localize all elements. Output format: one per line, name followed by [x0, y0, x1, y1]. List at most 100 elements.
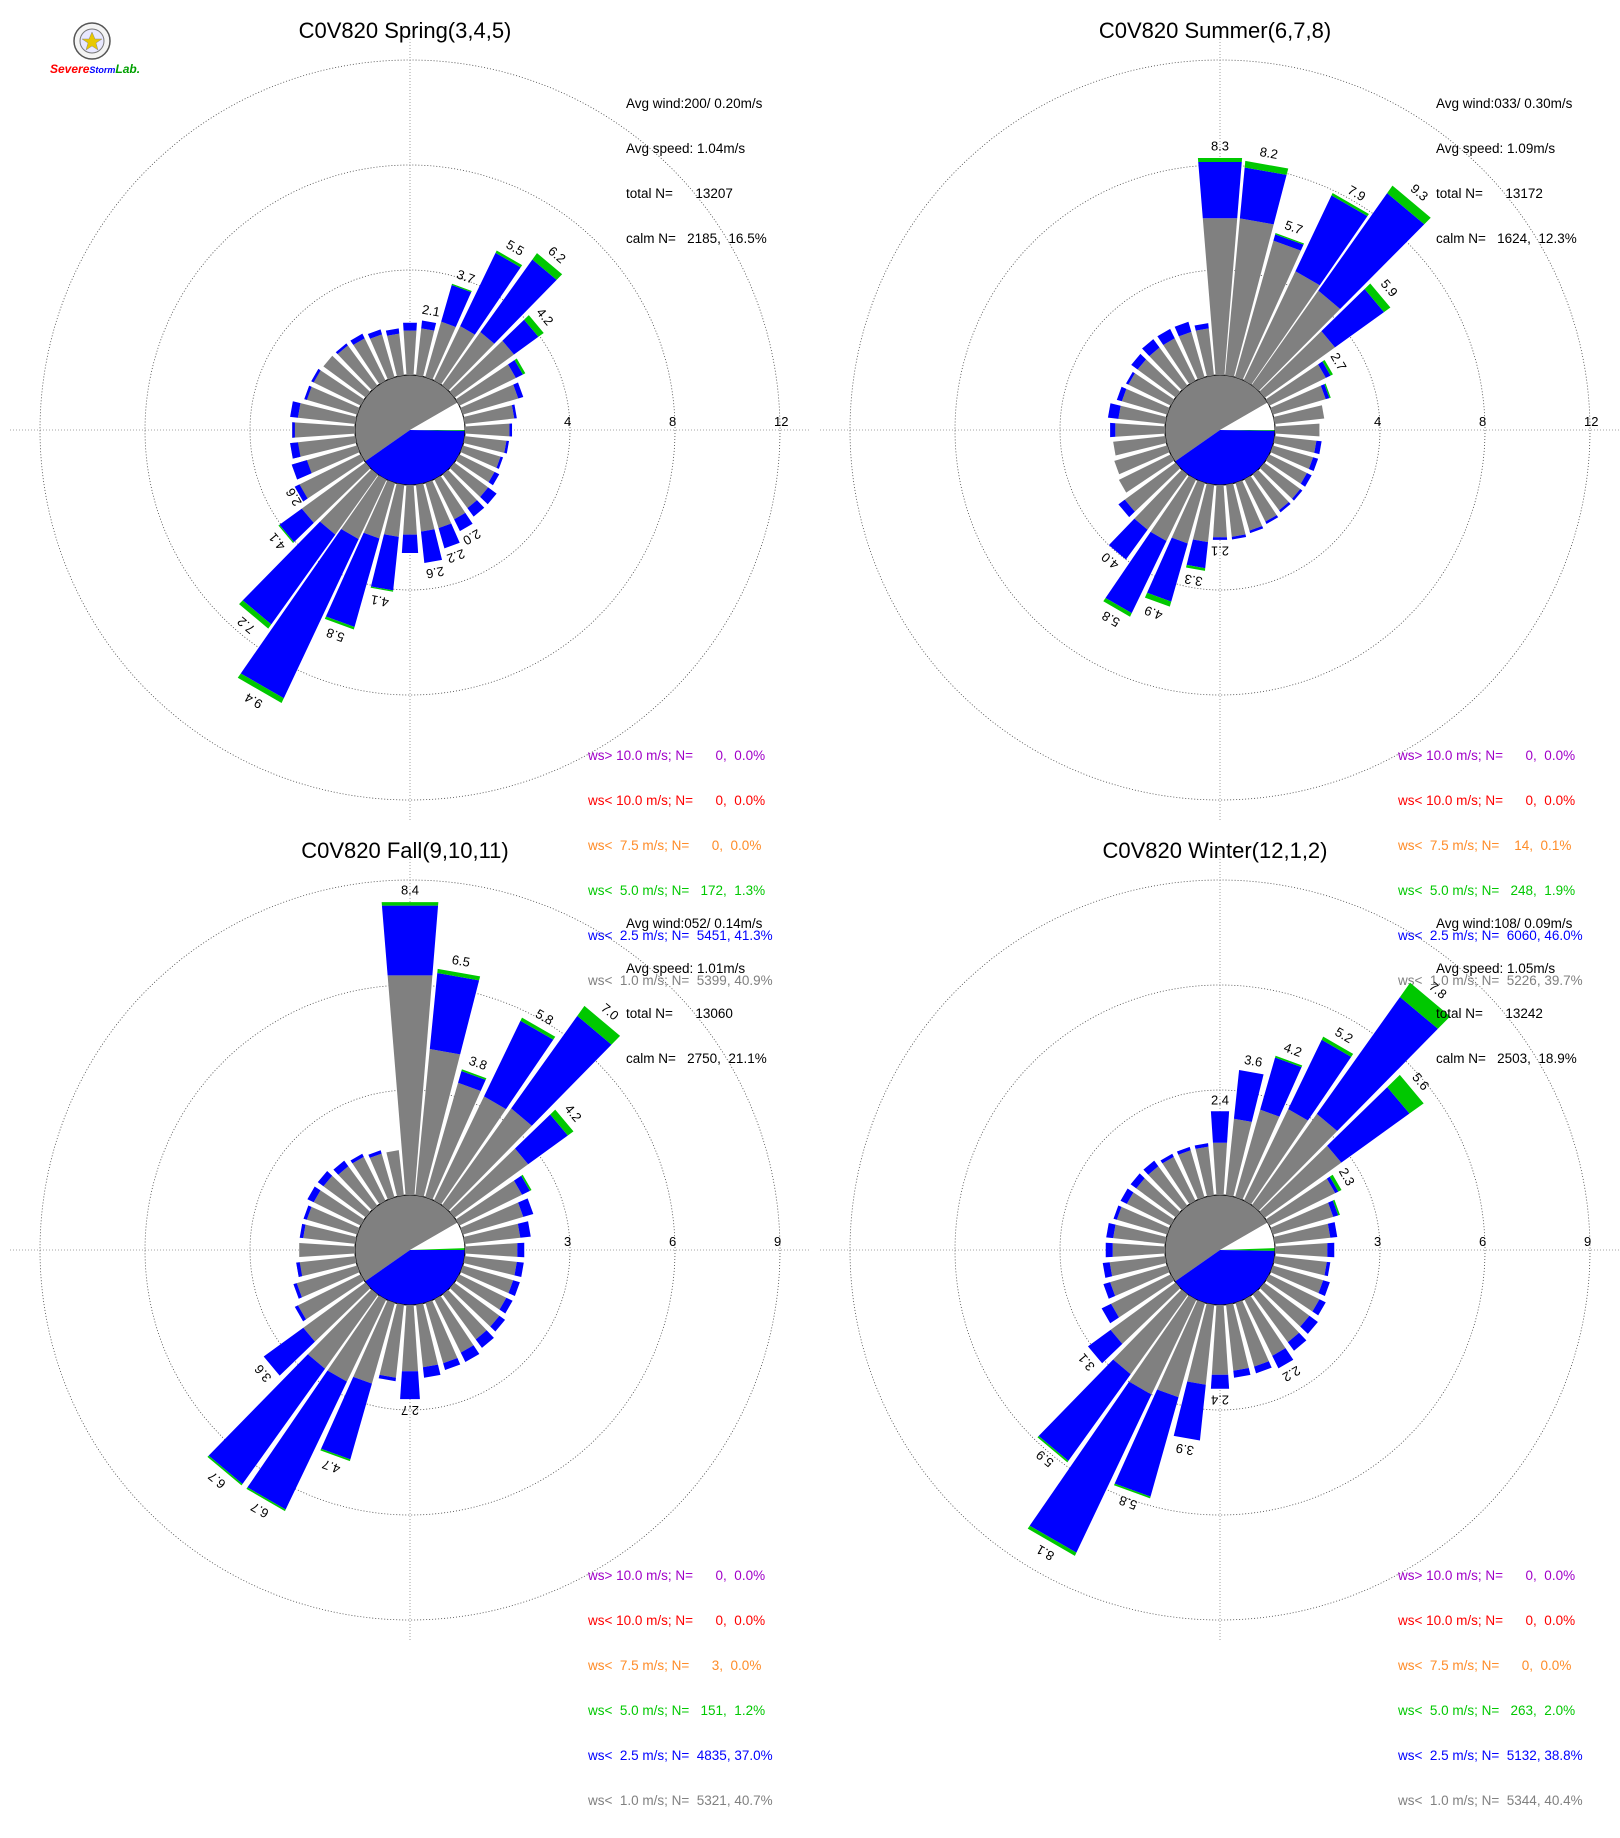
bar-segment-gray: [1270, 445, 1314, 469]
bar-segment-blue: [403, 322, 417, 331]
bar-segment-green: [278, 524, 294, 543]
legend-item: ws> 10.0 m/s; N= 0, 0.0%: [588, 1568, 766, 1583]
bar-segment-green: [524, 315, 544, 337]
bar-segment-gray: [387, 975, 433, 1196]
bar-segment-gray: [1212, 1142, 1228, 1196]
legend-item: ws< 7.5 m/s; N= 3, 0.0%: [588, 1658, 762, 1673]
bar-segment-gray: [1178, 331, 1205, 380]
bar-segment-blue: [1103, 1282, 1116, 1299]
bar-segment-gray: [1265, 1178, 1336, 1226]
bar-segment-gray: [323, 1175, 371, 1218]
bar-segment-gray: [352, 1156, 386, 1205]
bar-segment-gray: [425, 1082, 481, 1200]
bar-segment-blue: [321, 1376, 372, 1460]
bar-segment-green: [1027, 1525, 1077, 1556]
bar-segment-gray: [464, 1243, 518, 1257]
bar-segment-blue: [299, 1223, 306, 1239]
bar-value-label: 6.7: [205, 1469, 228, 1492]
bar-segment-blue: [333, 1160, 349, 1175]
stat-calm-n: calm N= 2503, 18.9%: [1436, 1051, 1577, 1066]
bar-segment-gray: [369, 334, 395, 380]
bar-segment-gray: [433, 326, 475, 385]
bar-segment-gray: [449, 1148, 529, 1218]
legend-item: ws< 2.5 m/s; N= 6060, 46.0%: [1398, 928, 1583, 943]
bar-segment-green: [370, 586, 394, 592]
bar-segment-blue: [1327, 1087, 1410, 1163]
wind-stats: Avg wind:108/ 0.09m/s Avg speed: 1.05m/s…: [1436, 886, 1577, 1096]
bar-segment-gray: [434, 475, 466, 520]
bar-segment-gray: [1244, 475, 1277, 522]
stat-avg-speed: Avg speed: 1.01m/s: [626, 961, 746, 976]
calm-sector-blue: [1174, 1250, 1275, 1305]
bar-segment-blue: [1110, 422, 1116, 438]
bar-value-label: 2.7: [1328, 350, 1350, 373]
wind-stats: Avg wind:200/ 0.20m/s Avg speed: 1.04m/s…: [626, 66, 767, 276]
bar-segment-gray: [1265, 1274, 1320, 1312]
bar-segment-gray: [1235, 480, 1263, 531]
bar-segment-gray: [304, 385, 360, 415]
bar-segment-gray: [1137, 359, 1181, 398]
calm-sector-blue: [1174, 430, 1275, 486]
bar-segment-blue: [1249, 526, 1264, 534]
bar-segment-gray: [1259, 331, 1335, 398]
bar-segment-blue: [1029, 1381, 1152, 1553]
ring-label: 4: [564, 414, 571, 429]
panel-title: C0V820 Winter(12,1,2): [1102, 838, 1328, 863]
bar-segment-gray: [297, 403, 357, 425]
windrose-panel-summer: 4 8 12 8.3 8.2 5.7 7.9 9.3 5.9 2.7 2.1 3.3 4.9 5.8 4.0…: [810, 0, 1620, 988]
ring-label: 4: [1374, 414, 1381, 429]
bar-value-label: 5.8: [533, 1006, 556, 1028]
bar-segment-green: [1275, 1055, 1303, 1068]
bar-value-label: 4.2: [1282, 1040, 1304, 1060]
bar-segment-blue: [484, 1020, 554, 1110]
bar-segment-gray: [1225, 1118, 1252, 1197]
bar-segment-gray: [1124, 462, 1181, 512]
wind-stats: Avg wind:052/ 0.14m/s Avg speed: 1.01m/s…: [626, 886, 767, 1096]
bar-segment-blue: [511, 404, 517, 419]
bar-segment-blue: [514, 1261, 524, 1278]
legend-item: ws> 10.0 m/s; N= 0, 0.0%: [588, 748, 766, 763]
bar-segment-blue: [1118, 499, 1135, 518]
bar-segment-green: [495, 250, 523, 268]
bar-segment-green: [207, 1455, 243, 1486]
bar-segment-blue: [290, 401, 301, 418]
windrose-panel-fall: 3 6 9 8.4 6.5 3.8 5.8 7.0 4.2 2.7 4.7 6.7 6.7 3.6 C0V…: [0, 820, 810, 1808]
legend-item: ws< 5.0 m/s; N= 263, 2.0%: [1398, 1703, 1576, 1718]
bar-segment-blue: [1231, 534, 1247, 540]
bar-segment-gray: [1110, 1265, 1170, 1296]
bar-segment-blue: [490, 1315, 506, 1332]
legend-item: ws> 10.0 m/s; N= 0, 0.0%: [1398, 748, 1576, 763]
legend-item: ws< 5.0 m/s; N= 151, 1.2%: [588, 1703, 766, 1718]
ring-label: 6: [1479, 1234, 1486, 1249]
bar-value-label: 5.8: [324, 625, 346, 645]
bar-segment-gray: [434, 1295, 474, 1353]
calm-sector-white: [410, 1222, 465, 1250]
bar-segment-blue: [514, 1114, 568, 1165]
severe-storm-lab-logo: SevereStormLab.: [50, 22, 150, 86]
bar-value-label: 5.9: [1033, 1447, 1056, 1470]
bar-value-label: 6.7: [248, 1499, 271, 1521]
bar-segment-blue: [1120, 1188, 1134, 1204]
bar-segment-gray: [303, 1224, 357, 1244]
bar-segment-blue: [303, 1205, 312, 1220]
bar-segment-gray: [1126, 1192, 1175, 1226]
windrose-panel-spring: 4 8 12 2.1 3.7 5.5 6.2 4.2 2.0 2.2 2.6 4.1 5.8 9.4 7.2…: [0, 0, 810, 988]
windrose-plot: 4 8 128.3 8.25.77.9 9.35.92.72.13.34.95.84.0: [820, 30, 1620, 820]
bar-segment-gray: [341, 475, 387, 540]
bar-segment-blue: [1210, 1111, 1230, 1143]
bar-segment-gray: [1129, 1295, 1197, 1395]
calm-sector-white: [1220, 402, 1275, 430]
bar-segment-blue: [208, 1354, 326, 1484]
legend-item: ws< 1.0 m/s; N= 5344, 40.4%: [1398, 1793, 1583, 1808]
bar-segment-blue: [247, 1370, 347, 1510]
bar-segment-blue: [480, 259, 557, 344]
bar-segment-gray: [415, 483, 435, 532]
bar-segment-blue: [1131, 353, 1147, 370]
bar-segment-blue: [1130, 1173, 1145, 1189]
bar-segment-green: [1275, 233, 1305, 245]
bar-segment-gray: [1162, 1156, 1196, 1205]
bar-segment-blue: [504, 440, 510, 454]
bar-value-label: 5.9: [1378, 276, 1401, 299]
bar-segment-gray: [1202, 218, 1238, 376]
bar-segment-gray: [1265, 454, 1307, 484]
